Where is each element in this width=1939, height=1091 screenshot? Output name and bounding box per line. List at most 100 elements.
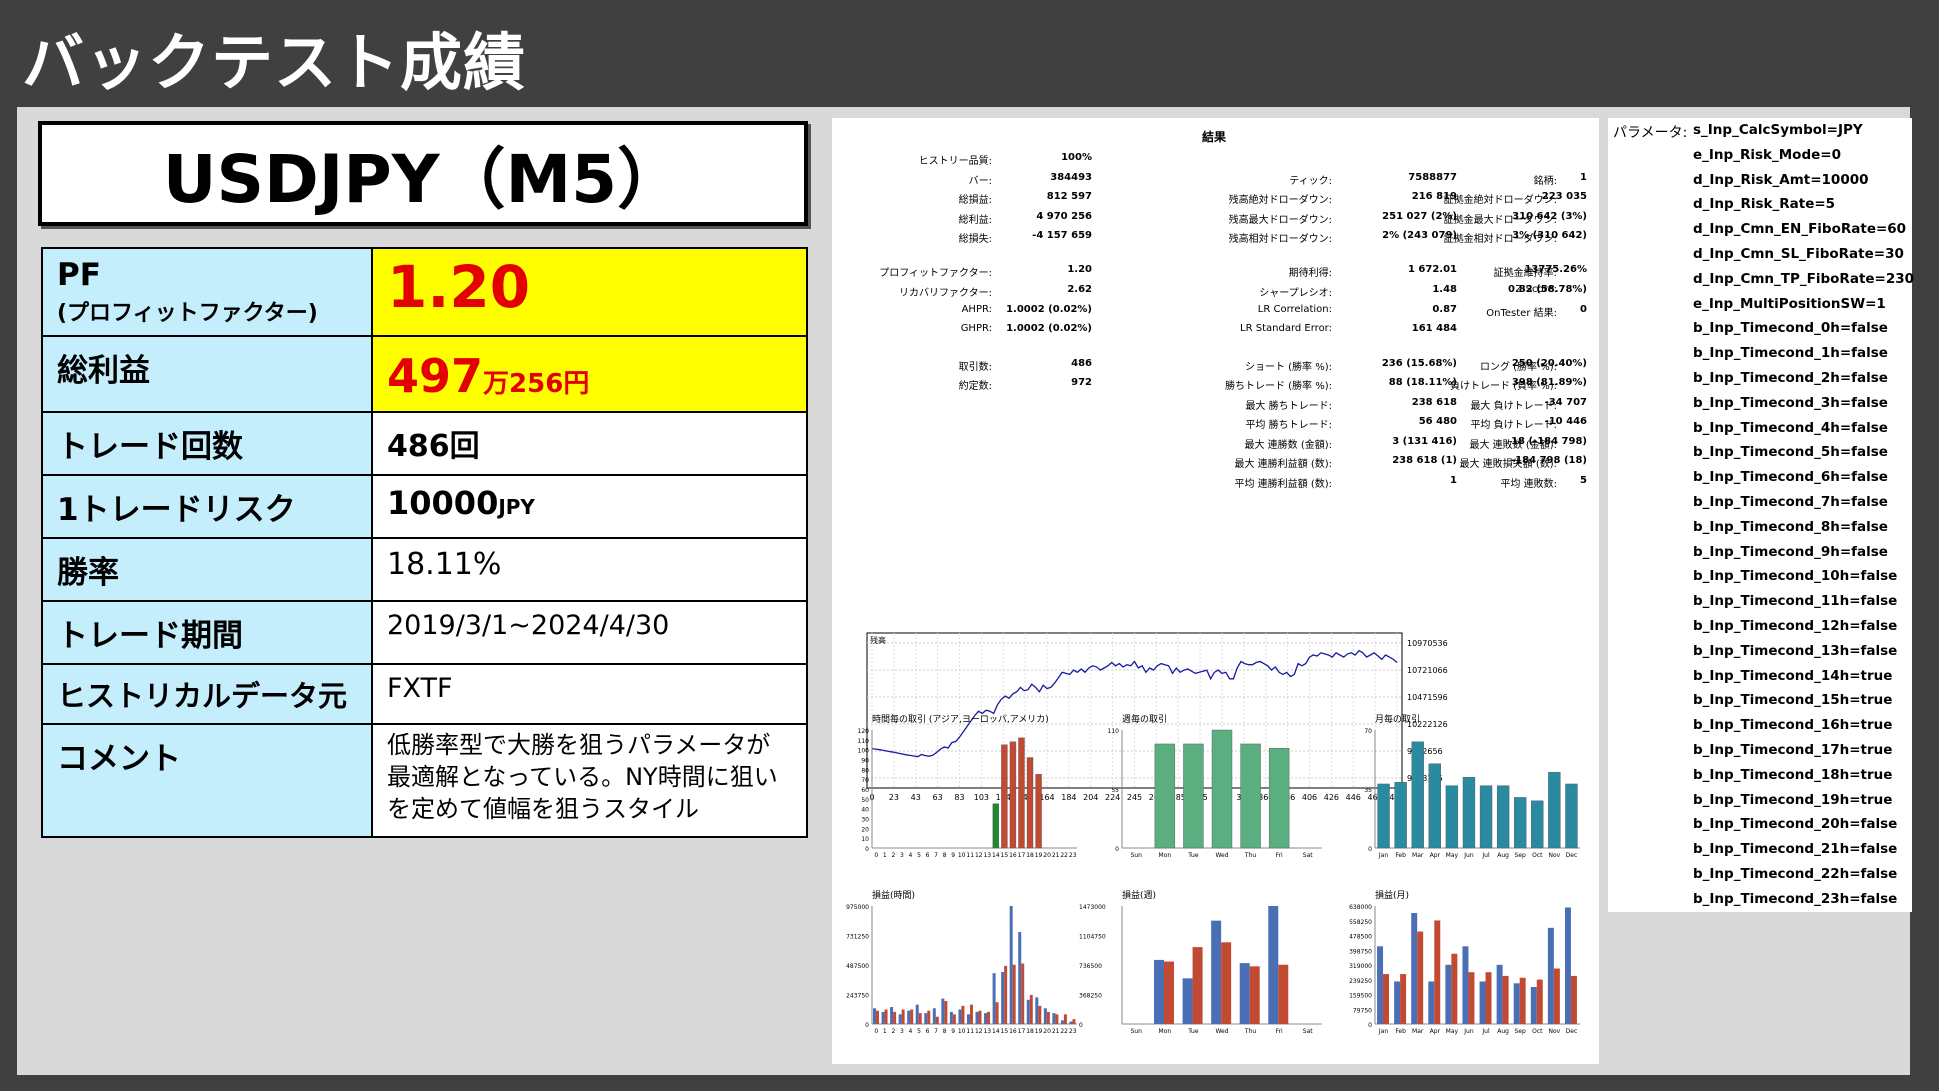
chart-bar (1445, 785, 1459, 849)
chart-y-tick: 30 (861, 817, 869, 824)
risk-label: 1トレードリスク (41, 474, 373, 539)
report-cell-v3: 223 035 (1541, 191, 1587, 202)
chart-bar (1211, 920, 1222, 1024)
chart-bar (984, 1013, 988, 1024)
chart-x-tick: 7 (934, 852, 938, 859)
stats-row-pf: PF (プロフィットファクター) 1.20 (41, 247, 808, 337)
chart-x-tick: Sep (1515, 1028, 1527, 1035)
balance-x-tick: 366 (1258, 793, 1273, 802)
chart-bar (1479, 981, 1486, 1024)
trades-label: トレード回数 (41, 411, 373, 476)
chart-bar (1182, 978, 1193, 1024)
risk-num: 10000 (387, 484, 499, 522)
chart-x-tick: Fri (1276, 1028, 1283, 1035)
pf-value: 1.20 (387, 253, 531, 321)
report-cell-l2: ショート (勝率 %): (1244, 362, 1332, 373)
chart-x-tick: 22 (1060, 1028, 1068, 1035)
chart-bar (1268, 906, 1279, 1024)
chart-bar (1394, 981, 1401, 1024)
balance-x-tick: 23 (889, 793, 899, 802)
chart-x-tick: 2 (891, 852, 895, 859)
balance-x-tick: 43 (911, 793, 921, 802)
chart-x-tick: 21 (1052, 1028, 1060, 1035)
param-item: b_Inp_Timecond_14h=true (1693, 667, 1893, 684)
chart-y-tick: 90 (861, 758, 869, 765)
balance-x-tick: 245 (1127, 793, 1142, 802)
report-cell-v3: 250 (20.40%) (1511, 358, 1587, 369)
report-cell-v2: 238 618 (1411, 397, 1457, 408)
report-cell-l2: 最大 連勝数 (金額): (1244, 440, 1332, 451)
balance-y-tick: 10222126 (1407, 720, 1448, 729)
chart-title: 月毎の取引 (1375, 713, 1420, 725)
report-cell-l2: 平均 勝ちトレード: (1245, 420, 1332, 431)
chart-x-tick: 13 (983, 852, 991, 859)
report-cell-v: 384493 (1050, 172, 1092, 183)
param-item: b_Inp_Timecond_4h=false (1693, 419, 1888, 436)
param-item: b_Inp_Timecond_18h=true (1693, 766, 1893, 783)
chart-bar (969, 1004, 973, 1024)
chart-y-tick: 10 (861, 836, 869, 843)
report-cell-v: 812 597 (1046, 191, 1092, 202)
param-item: d_Inp_Risk_Amt=10000 (1693, 171, 1869, 188)
stats-row-hist: ヒストリカルデータ元 FXTF (41, 663, 808, 725)
hourly-trades-chart: 時間毎の取引 (アジア,ヨーロッパ,アメリカ)12011010090807060… (858, 713, 1077, 859)
balance-x-tick: 406 (1302, 793, 1317, 802)
chart-x-tick: Wed (1215, 1028, 1228, 1035)
report-cell-l2: 残高最大ドローダウン: (1228, 215, 1332, 226)
balance-x-tick: 184 (1061, 793, 1076, 802)
chart-bar (1468, 972, 1475, 1024)
chart-bar (978, 1010, 982, 1024)
chart-title: 時間毎の取引 (アジア,ヨーロッパ,アメリカ) (872, 713, 1049, 725)
stats-table: PF (プロフィットファクター) 1.20 総利益 497万256円 トレード回数… (41, 247, 808, 838)
report-cell-l: 総利益: (958, 215, 992, 226)
chart-bar (935, 1016, 939, 1024)
chart-y-tick: 60 (861, 787, 869, 794)
chart-y-tick: 0 (865, 846, 869, 853)
chart-bar (992, 803, 1000, 849)
report-cell-v: 2.62 (1067, 284, 1092, 295)
report-cell-l: 約定数: (958, 381, 992, 392)
param-item: e_Inp_MultiPositionSW=1 (1693, 295, 1886, 312)
param-item: s_Inp_CalcSymbol=JPY (1693, 122, 1863, 138)
chart-x-tick: 1 (883, 852, 887, 859)
chart-x-tick: Nov (1549, 1028, 1561, 1035)
chart-x-tick: 20 (1043, 852, 1051, 859)
chart-y-tick: 638000 (1349, 904, 1372, 911)
balance-x-tick: 83 (954, 793, 964, 802)
hist-label: ヒストリカルデータ元 (41, 663, 373, 725)
chart-x-tick: Jan (1378, 852, 1388, 859)
chart-x-tick: Sun (1131, 1028, 1143, 1035)
balance-x-tick: 285 (1171, 793, 1186, 802)
chart-title: 損益(時間) (872, 889, 915, 901)
profit-value-cell: 497万256円 (371, 335, 808, 413)
chart-bar (1239, 963, 1250, 1024)
chart-bar (1009, 906, 1013, 1024)
chart-x-tick: Sun (1131, 852, 1143, 859)
report-cell-l: 総損益: (958, 195, 992, 206)
chart-bar (966, 1014, 970, 1024)
chart-bar (952, 1014, 956, 1024)
report-cell-v: 1.20 (1067, 264, 1092, 275)
chart-x-tick: 4 (909, 1028, 913, 1035)
report-cell-v: 100% (1061, 152, 1092, 163)
report-cell-l3: 平均 負けトレード: (1470, 420, 1557, 431)
report-cell-v: 4 970 256 (1036, 211, 1092, 222)
chart-bar (1485, 972, 1492, 1024)
chart-bar (1513, 983, 1520, 1024)
chart-bar (932, 1008, 936, 1024)
chart-bar (1564, 907, 1571, 1024)
chart-y-tick: 731250 (846, 934, 869, 941)
chart-y-tick: 40 (861, 807, 869, 814)
chart-title: 損益(月) (1375, 889, 1409, 901)
chart-bar (1072, 1019, 1076, 1024)
chart-x-tick: 17 (1018, 1028, 1026, 1035)
profit-man: 万 (483, 369, 510, 399)
report-cell-l3: 証拠金絶対ドローダウン: (1443, 195, 1557, 206)
chart-bar (1530, 987, 1537, 1024)
chart-bar (915, 1004, 919, 1024)
report-cell-v3: 0 (1580, 304, 1587, 315)
chart-bar (1009, 741, 1017, 849)
report-cell-v: 486 (1071, 358, 1092, 369)
chart-x-tick: Feb (1395, 1028, 1406, 1035)
chart-bar (890, 1007, 894, 1024)
